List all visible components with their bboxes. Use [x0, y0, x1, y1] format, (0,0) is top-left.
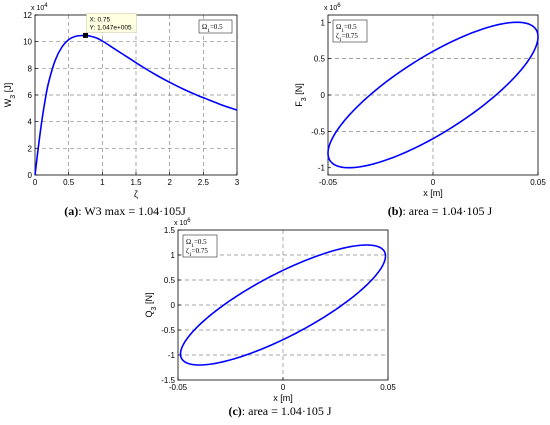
y-tick-label: 6 [28, 91, 33, 100]
caption-b-label: (b) [387, 204, 403, 218]
legend-omega: Ω1=0.5 [336, 23, 357, 34]
y-tick-label: 0.5 [314, 55, 326, 64]
y-tick-label: 0.5 [164, 276, 176, 285]
y-tick-label: 4 [28, 118, 33, 127]
caption-a-label: (a) [64, 204, 79, 218]
y-tick-label: -1.5 [161, 376, 175, 385]
y-axis-label: F3 [N] [294, 83, 308, 106]
y-tick-label: -0.5 [161, 326, 175, 335]
y-axis-label: W3 [J] [3, 83, 17, 107]
x-tick-label: 0 [281, 383, 286, 392]
x-tick-label: 0.05 [530, 178, 546, 187]
caption-b-text: : area = 1.04·105 J [402, 204, 493, 218]
y-multiplier: x 106 [324, 3, 341, 12]
datatip-marker [83, 32, 88, 38]
caption-b: (b): area = 1.04·105 J [340, 204, 540, 219]
y-tick-label: 2 [28, 144, 33, 153]
y-tick-label: 0 [171, 301, 176, 310]
legend-omega: Ω1=0.5 [186, 238, 207, 249]
x-tick-label: 3 [235, 178, 240, 187]
y-axis-label: Q3 [N] [144, 293, 158, 318]
x-tick-label: -0.05 [169, 383, 188, 392]
x-tick-label: 1 [100, 178, 105, 187]
datatip-x: X: 0.75 [90, 16, 111, 23]
caption-a-text: : W3 max = 1.04·105J [78, 204, 186, 218]
y-tick-label: -0.5 [311, 127, 325, 136]
legend-box [182, 234, 218, 258]
caption-c-text: : area = 1.04·105 J [241, 404, 332, 418]
y-multiplier: x 104 [31, 3, 48, 12]
caption-a: (a): W3 max = 1.04·105J [0, 204, 250, 219]
x-tick-label: 0 [431, 178, 436, 187]
y-tick-label: 0 [321, 91, 326, 100]
series-w3-line [34, 34, 238, 176]
x-tick-label: 2 [167, 178, 172, 187]
hysteresis-loop [327, 21, 539, 169]
y-tick-label: 1 [171, 251, 176, 260]
x-axis-label: x [m] [423, 188, 443, 198]
y-tick-label: 1 [321, 18, 326, 27]
x-tick-label: 2.5 [198, 178, 210, 187]
legend-box [332, 19, 368, 43]
x-axis-label: x [m] [273, 393, 293, 403]
chart-a-svg: 0 0.5 1 1.5 2 2.5 3 0 2 4 6 8 10 12 X: 0.75Y: 1.047e+0… [3, 3, 240, 199]
chart-panel-c: -0.05 0 0.05 -1.5 -1 -0.5 0 0.5 1 1.5 Ω1=0.5 ζ1=0.7… [140, 218, 400, 408]
x-tick-label: 0 [33, 178, 38, 187]
legend-omega: Ω1=0.5 [202, 23, 223, 34]
y-tick-label: 12 [23, 11, 32, 20]
legend-zeta: ζ1=0.75 [336, 32, 358, 43]
y-tick-label: -1 [318, 164, 326, 173]
datatip-box [86, 13, 137, 33]
caption-c-label: (c) [228, 404, 242, 418]
hysteresis-loop [179, 244, 387, 366]
chart-panel-b: -0.05 0 0.05 -1 -0.5 0 0.5 1 Ω1=0.5 ζ1=0.75 F3 [N]… [290, 0, 550, 205]
y-tick-label: 1.5 [164, 226, 176, 235]
y-tick-label: 8 [28, 64, 33, 73]
x-tick-label: 0.05 [380, 383, 396, 392]
legend-box [198, 19, 233, 34]
chart-panel-a: 0 0.5 1 1.5 2 2.5 3 0 2 4 6 8 10 12 X: 0.75 Y: 1.047e+0… [0, 0, 250, 205]
y-tick-label: 0 [28, 171, 33, 180]
x-tick-label: 0.5 [63, 178, 75, 187]
chart-b-svg: -0.05 0 0.05 -1 -0.5 0 0.5 1 Ω1=0.5ζ1=0.75 F3 [N]… [294, 3, 546, 198]
chart-c-svg: -0.05 0 0.05 -1.5 -1 -0.5 0 0.5 1 1.5 Ω1=0.5ζ1=0.7… [144, 218, 396, 403]
datatip-y: Y: 1.047e+005 [90, 24, 132, 31]
x-axis-label: ζ [134, 189, 138, 199]
legend-zeta: ζ1=0.75 [186, 247, 208, 258]
caption-c: (c): area = 1.04·105 J [170, 404, 390, 419]
x-tick-label: 1.5 [130, 178, 142, 187]
y-multiplier: x 106 [174, 218, 191, 227]
y-tick-label: 10 [23, 38, 32, 47]
y-tick-label: -1 [168, 351, 176, 360]
x-tick-label: -0.05 [319, 178, 338, 187]
